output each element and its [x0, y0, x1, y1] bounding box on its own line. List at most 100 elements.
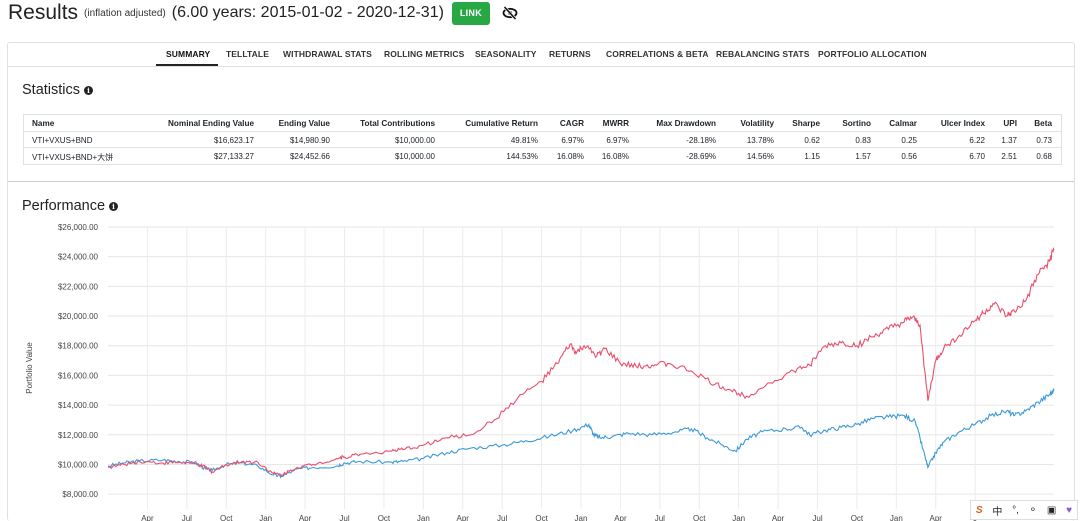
tab-summary[interactable]: SUMMARY: [166, 49, 211, 59]
y-tick-label: $24,000.00: [58, 253, 99, 262]
table-cell: 6.97%: [561, 136, 584, 145]
column-header: Sortino: [842, 119, 871, 128]
table-cell: 0.62: [804, 136, 820, 145]
column-header: Cumulative Return: [465, 119, 538, 128]
x-tick-label: Oct: [535, 514, 548, 521]
table-cell: VTI+VXUS+BND+大饼: [32, 153, 114, 162]
column-header: Total Contributions: [360, 119, 435, 128]
table-cell: 0.68: [1036, 152, 1052, 161]
table-cell: 2.51: [1001, 152, 1017, 161]
y-tick-label: $12,000.00: [58, 431, 99, 440]
keyboard-icon[interactable]: ▣: [1046, 504, 1057, 516]
column-header: CAGR: [559, 119, 584, 128]
statistics-table: Name Nominal Ending Value Ending Value T…: [23, 114, 1062, 165]
sogou-logo-icon[interactable]: S: [975, 504, 983, 516]
x-tick-label: Apr: [141, 514, 154, 521]
performance-title: Performance: [22, 198, 106, 214]
page-title: Results: [8, 1, 79, 24]
table-cell: -28.69%: [686, 152, 716, 161]
y-tick-label: $14,000.00: [58, 401, 99, 410]
tab-correlations-beta[interactable]: CORRELATIONS & BETA: [606, 49, 709, 59]
tab-rolling-metrics[interactable]: ROLLING METRICS: [384, 49, 465, 59]
table-cell: 16.08%: [601, 152, 629, 161]
info-icon[interactable]: i: [109, 201, 119, 211]
table-cell: $27,133.27: [213, 152, 254, 161]
date-range: (6.00 years: 2015-01-02 - 2020-12-31): [171, 4, 444, 21]
x-tick-label: Apr: [299, 514, 312, 521]
x-tick-label: Jan: [575, 514, 588, 521]
table-cell: VTI+VXUS+BND: [32, 136, 93, 145]
statistics-heading: Statistics i: [22, 82, 94, 98]
table-cell: 14.56%: [746, 152, 774, 161]
link-button[interactable]: LINK: [451, 1, 490, 25]
y-tick-label: $18,000.00: [58, 342, 99, 351]
column-header: Ulcer Index: [940, 119, 985, 128]
performance-chart-svg: $8,000.00 $10,000.00 $12,000.00 $14,000.00 $…: [25, 223, 1055, 521]
x-tick-label: Apr: [457, 514, 470, 521]
inflation-note: (inflation adjusted): [84, 7, 166, 19]
tab-bar: SUMMARY TELLTALE WITHDRAWAL STATS ROLLIN…: [8, 43, 1074, 67]
table-header-row: Name Nominal Ending Value Ending Value T…: [24, 115, 1061, 132]
ime-toolbar: S 中 °, ⚬ ▣ ♥: [970, 500, 1078, 520]
x-tick-label: Jul: [497, 514, 507, 521]
table-row: VTI+VXUS+BND+大饼 $27,133.27 $24,452.66 $1…: [24, 148, 1061, 164]
tab-portfolio-allocation[interactable]: PORTFOLIO ALLOCATION: [818, 49, 927, 59]
table-cell: 13.78%: [746, 136, 774, 145]
y-tick-label: $20,000.00: [58, 312, 99, 321]
column-header: Name: [32, 119, 55, 128]
x-tick-label: Jul: [339, 514, 349, 521]
tab-seasonality[interactable]: SEASONALITY: [475, 49, 537, 59]
statistics-title: Statistics: [22, 82, 81, 98]
x-tick-label: Jan: [259, 514, 272, 521]
x-tick-label: Jul: [812, 514, 822, 521]
table-cell: 1.15: [804, 152, 820, 161]
table-cell: $14,980.90: [289, 136, 330, 145]
x-tick-label: Apr: [930, 514, 943, 521]
table-row: VTI+VXUS+BND $16,623.17 $14,980.90 $10,0…: [24, 132, 1061, 148]
y-tick-label: $16,000.00: [58, 371, 99, 380]
table-cell: $16,623.17: [213, 136, 254, 145]
column-header: Ending Value: [278, 119, 330, 128]
table-cell: 0.73: [1036, 136, 1052, 145]
table-cell: 6.97%: [606, 136, 629, 145]
x-tick-label: Jan: [417, 514, 430, 521]
y-tick-label: $10,000.00: [58, 460, 99, 469]
microphone-icon[interactable]: ⚬: [1028, 504, 1038, 516]
x-tick-label: Jan: [732, 514, 745, 521]
ime-language[interactable]: 中: [992, 506, 1003, 518]
x-tick-label: Jul: [182, 514, 192, 521]
table-cell: $10,000.00: [394, 152, 435, 161]
column-header: Max Drawdown: [656, 119, 716, 128]
table-cell: 6.22: [969, 136, 985, 145]
column-header: MWRR: [602, 119, 629, 128]
x-tick-label: Oct: [693, 514, 706, 521]
info-icon[interactable]: i: [84, 85, 94, 95]
section-divider: [8, 181, 1074, 182]
tab-rebalancing-stats[interactable]: REBALANCING STATS: [716, 49, 810, 59]
active-tab-indicator: [156, 64, 218, 66]
eye-slash-icon[interactable]: [502, 6, 518, 20]
column-header: Volatility: [740, 119, 774, 128]
x-tick-label: Apr: [772, 514, 785, 521]
x-tick-label: Oct: [378, 514, 391, 521]
tab-returns[interactable]: RETURNS: [549, 49, 591, 59]
punctuation-icon[interactable]: °,: [1012, 504, 1019, 516]
table-cell: 1.37: [1001, 136, 1017, 145]
table-cell: 6.70: [969, 152, 985, 161]
table-cell: 0.25: [901, 136, 917, 145]
table-cell: 0.56: [901, 152, 917, 161]
column-header: Beta: [1034, 119, 1052, 128]
y-axis-label: Portfolio Value: [25, 342, 34, 394]
tab-withdrawal-stats[interactable]: WITHDRAWAL STATS: [283, 49, 372, 59]
column-header: Calmar: [889, 119, 917, 128]
column-header: Nominal Ending Value: [168, 119, 254, 128]
x-tick-label: Apr: [614, 514, 627, 521]
y-tick-label: $22,000.00: [58, 282, 99, 291]
table-cell: 49.81%: [510, 136, 538, 145]
column-header: UPI: [1003, 119, 1017, 128]
y-tick-label: $8,000.00: [62, 490, 98, 499]
skin-icon[interactable]: ♥: [1066, 504, 1073, 516]
series-line: [107, 388, 1055, 479]
results-card: SUMMARY TELLTALE WITHDRAWAL STATS ROLLIN…: [7, 42, 1075, 521]
tab-telltale[interactable]: TELLTALE: [226, 49, 269, 59]
